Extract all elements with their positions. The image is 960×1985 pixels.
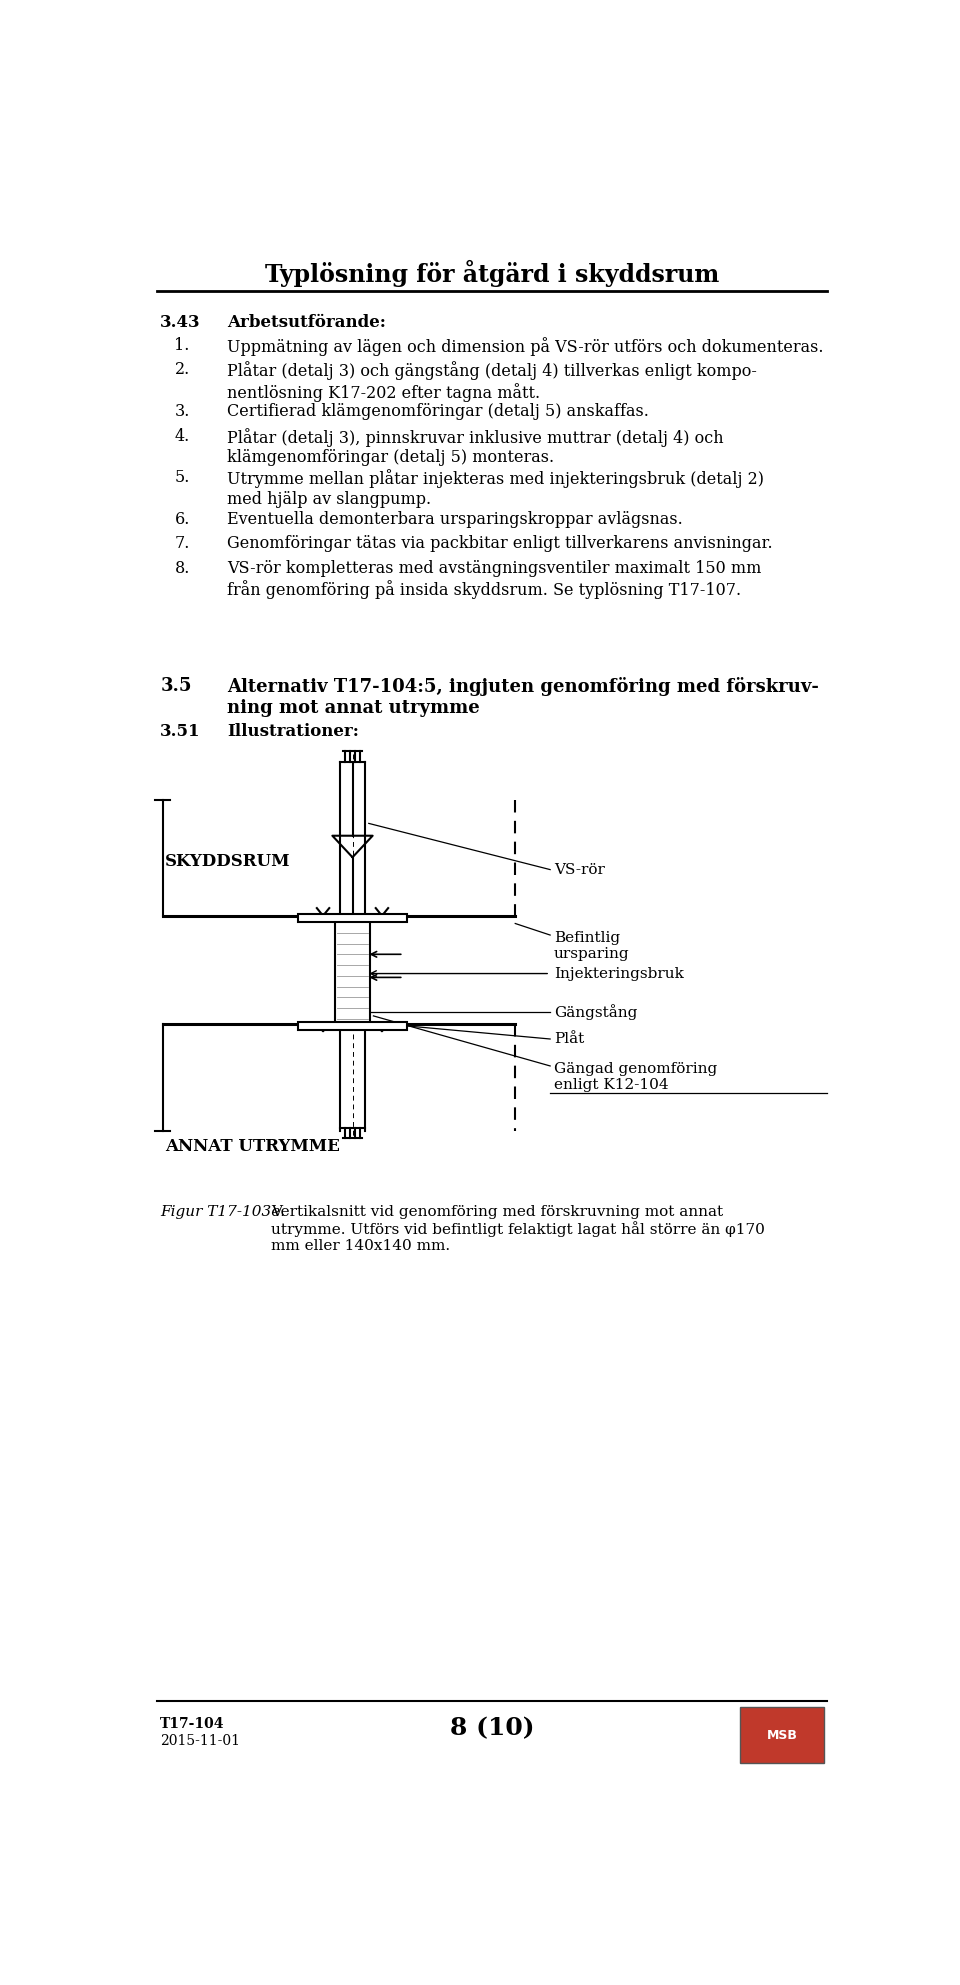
Text: Gängad genomföring
enligt K12-104: Gängad genomföring enligt K12-104 [554, 1062, 717, 1092]
Text: VS-rör kompletteras med avstängningsventiler maximalt 150 mm
från genomföring på: VS-rör kompletteras med avstängningsvent… [227, 560, 761, 599]
Text: Certifierad klämgenomföringar (detalj 5) anskaffas.: Certifierad klämgenomföringar (detalj 5)… [227, 403, 649, 421]
Text: Genomföringar tätas via packbitar enligt tillverkarens anvisningar.: Genomföringar tätas via packbitar enligt… [227, 536, 773, 552]
Text: Alternativ T17-104:5, ingjuten genomföring med förskruv-
ning mot annat utrymme: Alternativ T17-104:5, ingjuten genomföri… [227, 677, 819, 717]
Text: 2.: 2. [175, 361, 190, 379]
Text: Illustrationer:: Illustrationer: [227, 723, 359, 740]
Text: ANNAT UTRYMME: ANNAT UTRYMME [165, 1137, 340, 1155]
Text: MSB: MSB [766, 1729, 798, 1741]
Text: Befintlig
ursparing: Befintlig ursparing [554, 931, 630, 961]
Text: 3.5: 3.5 [160, 677, 192, 695]
Text: 3.43: 3.43 [160, 314, 201, 331]
Text: Injekteringsbruk: Injekteringsbruk [554, 967, 684, 981]
Text: 2015-11-01: 2015-11-01 [160, 1733, 240, 1747]
Text: 4.: 4. [175, 427, 190, 445]
Text: Gängstång: Gängstång [554, 1004, 637, 1020]
Text: Arbetsutförande:: Arbetsutförande: [227, 314, 386, 331]
Text: 7.: 7. [175, 536, 190, 552]
Text: Plåt: Plåt [554, 1032, 585, 1046]
Text: Figur T17-103e.: Figur T17-103e. [160, 1205, 285, 1219]
Text: 8.: 8. [175, 560, 190, 578]
Text: Eventuella demonterbara ursparingskroppar avlägsnas.: Eventuella demonterbara ursparingskroppa… [227, 510, 683, 528]
Text: SKYDDSRUM: SKYDDSRUM [165, 854, 291, 869]
Text: T17-104: T17-104 [160, 1717, 225, 1731]
Bar [299, 915, 407, 921]
Text: 3.: 3. [175, 403, 190, 421]
Text: 3.51: 3.51 [160, 723, 201, 740]
Text: Plåtar (detalj 3), pinnskruvar inklusive muttrar (detalj 4) och
klämgenomföringa: Plåtar (detalj 3), pinnskruvar inklusive… [227, 427, 724, 466]
Text: Vertikalsnitt vid genomföring med förskruvning mot annat
utrymme. Utförs vid bef: Vertikalsnitt vid genomföring med förskr… [271, 1205, 765, 1253]
Bar [335, 915, 370, 1024]
Text: Typlösning för åtgärd i skyddsrum: Typlösning för åtgärd i skyddsrum [265, 260, 719, 288]
Bar [299, 1022, 407, 1030]
FancyBboxPatch shape [740, 1707, 824, 1763]
Text: 5.: 5. [175, 468, 190, 486]
Text: 8 (10): 8 (10) [449, 1717, 535, 1741]
Text: Uppmätning av lägen och dimension på VS-rör utförs och dokumenteras.: Uppmätning av lägen och dimension på VS-… [227, 337, 824, 355]
Text: VS-rör: VS-rör [554, 863, 605, 877]
Text: Utrymme mellan plåtar injekteras med injekteringsbruk (detalj 2)
med hjälp av sl: Utrymme mellan plåtar injekteras med inj… [227, 468, 764, 508]
Text: 1.: 1. [175, 337, 190, 353]
Text: Plåtar (detalj 3) och gängstång (detalj 4) tillverkas enligt kompo-
nentlösning : Plåtar (detalj 3) och gängstång (detalj … [227, 361, 756, 403]
Text: 6.: 6. [175, 510, 190, 528]
